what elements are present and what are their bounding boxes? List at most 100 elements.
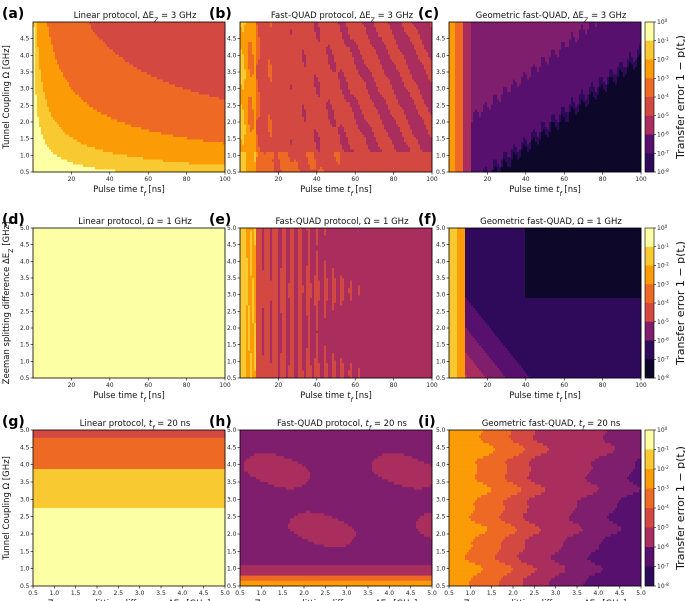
heat-cell xyxy=(260,37,317,40)
heat-cell xyxy=(290,325,295,329)
heat-cell xyxy=(366,29,377,33)
heat-cell xyxy=(396,67,409,70)
heat-cell xyxy=(33,534,226,537)
heat-cell xyxy=(324,375,329,379)
heat-cell xyxy=(314,283,321,286)
y-tick-label: 5.0 xyxy=(20,225,30,232)
heat-cell xyxy=(463,102,472,105)
heat-cell xyxy=(282,348,287,351)
heat-cell xyxy=(340,298,345,301)
heat-cell xyxy=(290,335,295,339)
heat-cell xyxy=(471,92,504,95)
heat-cell xyxy=(372,74,387,78)
heat-cell xyxy=(310,343,317,346)
heat-cell xyxy=(250,263,253,266)
x-tick-label: 3.0 xyxy=(551,590,561,597)
heat-cell xyxy=(471,154,504,158)
heat-cell xyxy=(320,139,341,143)
heat-cell xyxy=(565,42,570,45)
heat-cell xyxy=(270,278,273,281)
heat-cell xyxy=(308,250,311,254)
heat-cell xyxy=(589,575,642,579)
heat-cell xyxy=(471,162,494,165)
heat-cell xyxy=(316,129,339,133)
heat-cell xyxy=(246,318,249,321)
heat-cell xyxy=(33,137,44,140)
heat-cell xyxy=(463,74,472,78)
heat-cell xyxy=(577,500,620,504)
heat-cell xyxy=(326,107,333,110)
heat-cell xyxy=(571,99,574,103)
heat-cell xyxy=(352,298,433,301)
heat-cell xyxy=(272,315,279,319)
heat-cell xyxy=(306,278,311,281)
heat-cell xyxy=(457,328,466,331)
heat-cell xyxy=(252,107,257,110)
heat-cell xyxy=(360,293,433,296)
heat-cell xyxy=(591,463,636,467)
heat-cell xyxy=(340,157,433,160)
heat-cell xyxy=(258,154,275,158)
heat-cell xyxy=(37,29,50,33)
heat-cell xyxy=(240,119,245,123)
heat-cell xyxy=(320,92,343,95)
heat-cell xyxy=(422,62,433,65)
heat-cell xyxy=(595,24,598,28)
heat-cell xyxy=(501,159,504,163)
heat-cell xyxy=(449,536,476,540)
heat-cell xyxy=(240,112,245,115)
heat-cell xyxy=(318,268,325,271)
heat-cell xyxy=(35,44,38,48)
heat-cell xyxy=(457,248,466,251)
heat-cell xyxy=(525,293,642,296)
heat-cell xyxy=(248,47,253,50)
heat-cell xyxy=(449,99,456,103)
heat-cell xyxy=(358,293,361,296)
heat-cell xyxy=(577,502,618,506)
heat-cell xyxy=(629,479,642,483)
colorbar: 10010-110-210-310-410-510-610-710-8Trans… xyxy=(644,18,685,176)
heat-cell xyxy=(420,92,433,95)
heat-cell xyxy=(250,233,253,236)
heat-cell xyxy=(418,32,433,35)
y-tick-label: 4.0 xyxy=(227,462,237,469)
heat-cell xyxy=(242,52,249,55)
heat-cell xyxy=(33,147,50,150)
heat-cell xyxy=(449,495,482,498)
heat-cell xyxy=(457,333,466,336)
x-tick-label: 2.0 xyxy=(508,590,518,597)
heat-cell xyxy=(511,159,642,163)
heat-cell xyxy=(378,54,391,58)
heat-cell xyxy=(348,370,353,374)
heat-cell xyxy=(455,49,464,53)
heat-cell xyxy=(541,122,546,125)
heat-cell xyxy=(515,152,522,155)
heat-cell xyxy=(386,99,399,103)
heat-cell xyxy=(278,298,281,301)
heat-cell xyxy=(57,62,130,65)
heat-cell xyxy=(396,119,409,123)
heat-cell xyxy=(314,360,319,364)
heat-cell xyxy=(465,253,526,256)
heat-cell xyxy=(352,370,359,374)
heat-cell xyxy=(547,127,550,130)
heat-cell xyxy=(252,235,255,239)
heat-cell xyxy=(382,453,405,457)
heat-cell xyxy=(272,127,339,130)
heat-cell xyxy=(298,323,303,326)
heat-cell xyxy=(240,570,433,574)
heat-cell xyxy=(607,87,642,90)
heat-cell xyxy=(342,124,359,128)
heat-cell xyxy=(35,49,40,53)
y-tick-label: 3.0 xyxy=(20,292,30,299)
heat-cell xyxy=(501,518,526,522)
heat-cell xyxy=(256,298,279,301)
heat-cell xyxy=(342,37,351,40)
heat-cell xyxy=(41,132,66,135)
heat-cell xyxy=(314,358,319,361)
heat-cell xyxy=(244,122,249,125)
heat-cell xyxy=(280,159,291,163)
heat-cell xyxy=(240,144,257,148)
heat-cell xyxy=(344,295,351,299)
heat-cell xyxy=(412,97,423,100)
